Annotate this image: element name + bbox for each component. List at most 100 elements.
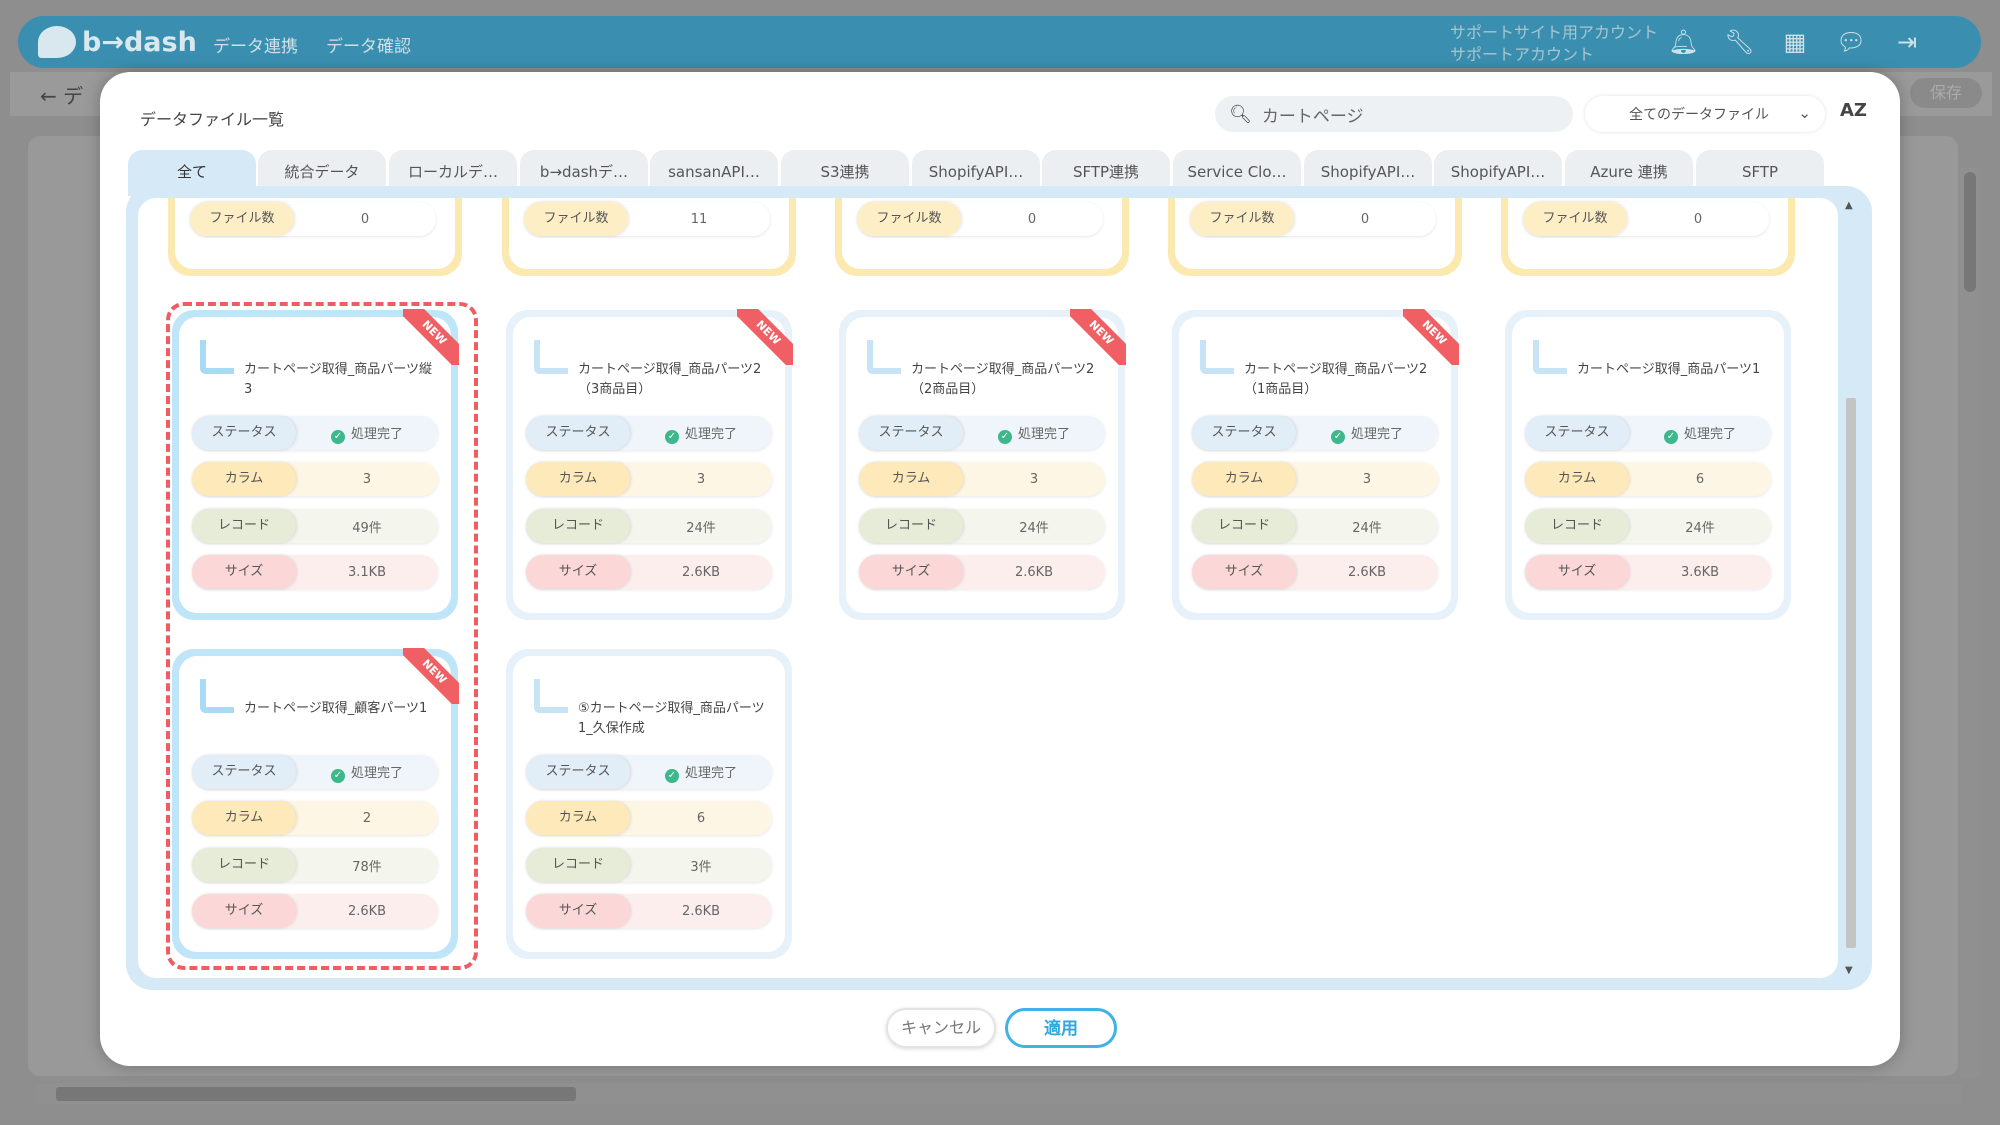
new-badge: NEW <box>1403 309 1459 365</box>
column-value: 3 <box>362 471 372 487</box>
nav-data-check[interactable]: データ確認 <box>326 37 411 57</box>
status-row: ステータス ✓ 処理完了 <box>192 755 438 789</box>
status-label: ステータス <box>1192 416 1296 450</box>
logout-icon[interactable]: ⇥ <box>1896 28 1918 56</box>
file-card[interactable]: NEW カートページ取得_顧客パーツ1 ステータス ✓ 処理完了 カラム 2 レコード… <box>172 648 459 959</box>
file-count-row: ファイル数 11 <box>524 202 770 236</box>
size-value: 2.6KB <box>347 903 387 919</box>
file-name: カートページ取得_商品パーツ1 <box>1577 362 1761 377</box>
column-row: カラム 3 <box>192 462 438 496</box>
size-value: 2.6KB <box>681 903 721 919</box>
bdash-logo[interactable]: b→dash <box>38 24 197 60</box>
size-label: サイズ <box>1525 555 1629 589</box>
column-row: カラム 6 <box>1525 462 1771 496</box>
column-row: カラム 2 <box>192 801 438 835</box>
sort-az-icon[interactable]: AZ <box>1840 100 1867 121</box>
size-value: 2.6KB <box>1347 564 1387 580</box>
check-icon: ✓ <box>1330 429 1345 444</box>
size-value: 3.6KB <box>1680 564 1720 580</box>
save-button[interactable]: 保存 <box>1910 78 1982 108</box>
status-value: ✓ 処理完了 <box>630 423 772 444</box>
account-info[interactable]: サポートサイト用アカウント サポートアカウント <box>1450 22 1658 66</box>
record-value: 49件 <box>352 520 382 536</box>
file-card[interactable]: NEW カートページ取得_商品パーツ2（1商品目） ステータス ✓ 処理完了 カラム… <box>1172 309 1459 620</box>
back-button[interactable]: ← デ <box>40 84 84 108</box>
page-horizontal-scroll-thumb[interactable] <box>56 1087 576 1101</box>
file-count-row: ファイル数 0 <box>857 202 1103 236</box>
file-card[interactable]: NEW カートページ取得_商品パーツ2（3商品目） ステータス ✓ 処理完了 カラム… <box>506 309 793 620</box>
check-icon: ✓ <box>330 768 345 783</box>
file-grid: ファイル数 0 ファイル数 11 ファイル数 0 ファイル数 0 ファイル数 0 <box>138 198 1838 978</box>
file-name: カートページ取得_商品パーツ2（2商品目） <box>911 362 1095 397</box>
file-grid-scroll-thumb[interactable] <box>1846 398 1856 948</box>
column-row: カラム 6 <box>526 801 772 835</box>
scroll-up-arrow-icon[interactable]: ▲ <box>1845 200 1853 211</box>
check-icon: ✓ <box>664 429 679 444</box>
scroll-down-arrow-icon[interactable]: ▼ <box>1845 965 1853 976</box>
wrench-icon[interactable]: 🔧︎ <box>1724 28 1755 56</box>
size-row: サイズ 2.6KB <box>859 555 1105 589</box>
new-badge-text: NEW <box>1070 309 1126 365</box>
file-count-value: 11 <box>690 211 708 227</box>
column-value: 6 <box>696 810 706 826</box>
grid-icon[interactable]: ▦ <box>1783 28 1807 56</box>
check-icon: ✓ <box>997 429 1012 444</box>
record-value: 24件 <box>1352 520 1382 536</box>
file-name: カートページ取得_商品パーツ2（1商品目） <box>1244 362 1428 397</box>
folder-card[interactable]: ファイル数 0 <box>1168 198 1462 276</box>
record-row: レコード 24件 <box>1525 509 1771 543</box>
column-row: カラム 3 <box>859 462 1105 496</box>
status-row: ステータス ✓ 処理完了 <box>526 416 772 450</box>
file-icon <box>200 679 234 713</box>
column-value: 3 <box>1029 471 1039 487</box>
file-count-label: ファイル数 <box>1523 202 1627 236</box>
logo-text: b→dash <box>82 26 197 58</box>
new-badge-text: NEW <box>737 309 793 365</box>
folder-card[interactable]: ファイル数 0 <box>168 198 462 276</box>
file-name: ⑤カートページ取得_商品パーツ1_久保作成 <box>578 701 765 736</box>
check-icon: ✓ <box>330 429 345 444</box>
size-value: 2.6KB <box>681 564 721 580</box>
status-text: 処理完了 <box>1350 426 1403 442</box>
page-vertical-scrollbar[interactable] <box>1960 168 1980 1078</box>
bell-icon[interactable]: 🔔︎ <box>1668 28 1699 56</box>
record-value: 24件 <box>686 520 716 536</box>
search-icon: 🔍︎ <box>1229 103 1252 125</box>
folder-card[interactable]: ファイル数 11 <box>502 198 796 276</box>
record-label: レコード <box>1192 509 1296 543</box>
record-value: 78件 <box>352 859 382 875</box>
file-count-label: ファイル数 <box>190 202 294 236</box>
folder-card[interactable]: ファイル数 0 <box>1501 198 1795 276</box>
page-vertical-scroll-thumb[interactable] <box>1964 172 1976 292</box>
record-row: レコード 78件 <box>192 848 438 882</box>
size-row: サイズ 2.6KB <box>526 894 772 928</box>
file-name: カートページ取得_顧客パーツ1 <box>244 701 428 716</box>
size-label: サイズ <box>859 555 963 589</box>
page-horizontal-scrollbar[interactable] <box>36 1084 1962 1104</box>
size-row: サイズ 3.6KB <box>1525 555 1771 589</box>
file-card[interactable]: カートページ取得_商品パーツ1 ステータス ✓ 処理完了 カラム 6 レコード 24件 … <box>1505 310 1791 620</box>
nav-data-integration[interactable]: データ連携 <box>213 37 298 57</box>
status-text: 処理完了 <box>1017 426 1070 442</box>
size-row: サイズ 2.6KB <box>192 894 438 928</box>
size-label: サイズ <box>1192 555 1296 589</box>
file-card[interactable]: NEW カートページ取得_商品パーツ縦3 ステータス ✓ 処理完了 カラム 3 レコー… <box>172 309 459 620</box>
check-icon: ✓ <box>1663 429 1678 444</box>
status-value: ✓ 処理完了 <box>296 423 438 444</box>
chat-icon[interactable]: 💬︎ <box>1836 28 1867 56</box>
status-label: ステータス <box>1525 416 1629 450</box>
column-value: 2 <box>362 810 372 826</box>
record-value: 3件 <box>690 859 712 875</box>
file-card[interactable]: NEW カートページ取得_商品パーツ2（2商品目） ステータス ✓ 処理完了 カラム… <box>839 309 1126 620</box>
folder-card[interactable]: ファイル数 0 <box>835 198 1129 276</box>
search-box[interactable]: 🔍︎ <box>1215 96 1573 132</box>
status-row: ステータス ✓ 処理完了 <box>859 416 1105 450</box>
file-grid-scrollbar[interactable]: ▲ ▼ <box>1842 198 1860 978</box>
cancel-button[interactable]: キャンセル <box>886 1008 996 1048</box>
size-row: サイズ 2.6KB <box>526 555 772 589</box>
file-card[interactable]: ⑤カートページ取得_商品パーツ1_久保作成 ステータス ✓ 処理完了 カラム 6 レコ… <box>506 649 792 959</box>
file-type-filter-select[interactable]: 全てのデータファイル ⌄ <box>1585 96 1825 132</box>
apply-button[interactable]: 適用 <box>1005 1008 1117 1048</box>
search-input[interactable] <box>1261 104 1552 124</box>
file-count-label: ファイル数 <box>524 202 628 236</box>
